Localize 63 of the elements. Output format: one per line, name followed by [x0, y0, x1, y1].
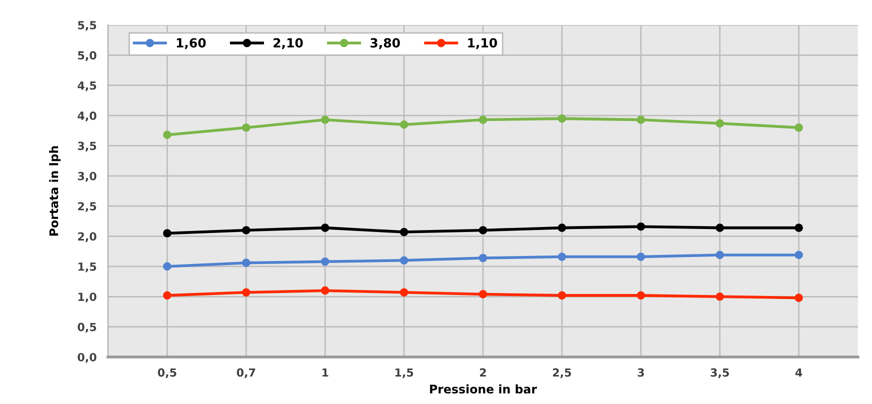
point — [320, 116, 330, 124]
y-tick-label: 3,5 — [78, 142, 96, 152]
legend-label: 3,80 — [370, 38, 400, 50]
point — [242, 123, 250, 132]
point — [558, 114, 566, 123]
point — [163, 130, 172, 140]
x-axis-title: Pressione in bar — [430, 384, 537, 394]
x-tick-label: 1 — [322, 368, 328, 377]
point — [558, 291, 566, 300]
point — [163, 262, 172, 271]
point — [716, 224, 724, 232]
x-tick-label: 0,5 — [158, 368, 176, 378]
y-tick-label: 2,0 — [78, 232, 96, 242]
point — [163, 229, 172, 238]
point — [794, 224, 803, 232]
point — [400, 288, 408, 297]
point — [716, 250, 724, 260]
y-tick-label: 4,5 — [78, 81, 96, 92]
point — [320, 286, 330, 295]
y-tick-label: 1,0 — [78, 292, 96, 302]
y-tick-label: 2,5 — [78, 202, 96, 212]
point — [478, 290, 488, 298]
point — [400, 120, 408, 129]
point — [320, 224, 330, 232]
point — [558, 252, 566, 261]
point — [636, 222, 646, 231]
point — [794, 123, 803, 132]
point — [636, 252, 646, 261]
x-tick-label: 3 — [638, 368, 644, 377]
point — [242, 258, 250, 267]
point — [636, 291, 646, 300]
x-tick-label: 0,7 — [236, 368, 256, 378]
point — [636, 116, 646, 124]
x-tick-label: 4 — [795, 368, 802, 377]
point — [794, 250, 803, 260]
y-tick-label: 5,0 — [78, 51, 96, 61]
point — [478, 254, 488, 262]
point — [242, 226, 250, 234]
point — [716, 292, 724, 301]
y-tick-label: 5,5 — [78, 21, 96, 31]
y-tick-label: 0,0 — [78, 352, 96, 363]
y-tick-label: 3,0 — [78, 172, 96, 182]
y-tick-label: 1,5 — [78, 262, 96, 272]
point — [320, 257, 330, 266]
point — [400, 228, 408, 236]
x-tick-label: 2 — [480, 368, 486, 377]
x-tick-label: 2,5 — [552, 368, 572, 378]
y-axis-title: Portata in lph — [49, 146, 61, 236]
point — [163, 291, 172, 300]
point — [478, 116, 488, 124]
legend-label: 1,60 — [176, 38, 206, 50]
legend-label: 2,10 — [274, 38, 303, 50]
y-tick-label: 0,5 — [78, 322, 96, 333]
y-tick-label: 4,0 — [78, 112, 96, 122]
point — [716, 119, 724, 128]
point — [400, 256, 408, 265]
legend-label: 1,10 — [468, 38, 498, 50]
x-tick-label: 3,5 — [710, 368, 729, 378]
point — [478, 226, 488, 234]
point — [794, 294, 803, 302]
x-tick-label: 1,5 — [395, 368, 414, 378]
point — [242, 288, 250, 297]
point — [558, 224, 566, 232]
